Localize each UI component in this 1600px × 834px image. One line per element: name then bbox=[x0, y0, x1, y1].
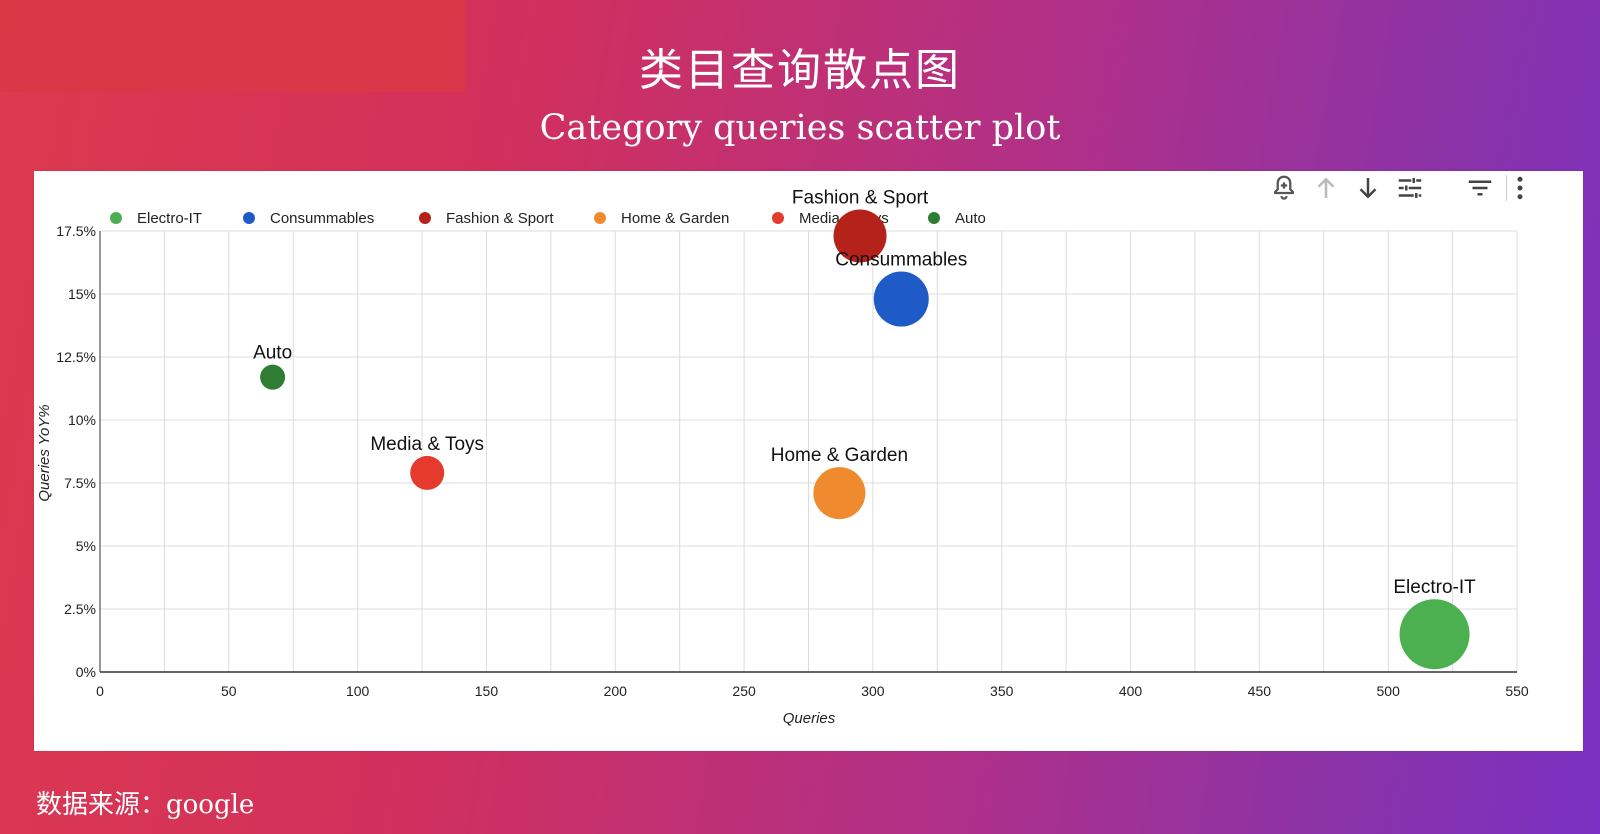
data-label: Media & Toys bbox=[370, 434, 484, 455]
y-tick-label: 17.5% bbox=[56, 223, 96, 239]
chart-panel: 0% 2.5% 5% 7.5% 10% 12.5% 15% 17.5% 0 50 100 150 200… bbox=[34, 171, 1583, 751]
data-point bbox=[1399, 599, 1470, 670]
data-point bbox=[873, 271, 929, 327]
data-point bbox=[833, 209, 887, 263]
y-tick-label: 15% bbox=[68, 286, 96, 302]
chart-toolbar bbox=[1253, 171, 1583, 207]
tune-icon[interactable] bbox=[1395, 173, 1425, 203]
legend-marker bbox=[772, 212, 784, 224]
x-tick-label: 0 bbox=[96, 683, 104, 699]
data-points: Electro-IT Consummables Fashion & Sport Hom… bbox=[253, 188, 1476, 670]
sort-up-icon[interactable] bbox=[1311, 173, 1341, 203]
legend-label: Electro-IT bbox=[137, 210, 202, 227]
legend-marker bbox=[928, 212, 940, 224]
y-tick-label: 7.5% bbox=[64, 475, 96, 491]
data-point bbox=[260, 364, 286, 390]
more-vert-icon[interactable] bbox=[1505, 173, 1535, 203]
x-tick-label: 350 bbox=[990, 683, 1014, 699]
page-title: 类目查询散点图 bbox=[639, 45, 961, 96]
y-tick-label: 2.5% bbox=[64, 601, 96, 617]
x-tick-label: 50 bbox=[221, 683, 237, 699]
legend-marker bbox=[243, 212, 255, 224]
legend-label: Home & Garden bbox=[621, 210, 729, 227]
grid-lines bbox=[99, 230, 1518, 673]
add-alert-icon[interactable] bbox=[1269, 173, 1299, 203]
toolbar-divider bbox=[1506, 175, 1507, 201]
y-tick-label: 5% bbox=[76, 538, 96, 554]
data-point bbox=[410, 455, 445, 490]
data-label: Fashion & Sport bbox=[792, 188, 929, 209]
data-label: Consummables bbox=[835, 250, 967, 271]
page-subtitle: Category queries scatter plot bbox=[539, 108, 1061, 148]
legend-label: Fashion & Sport bbox=[446, 210, 554, 227]
data-label: Home & Garden bbox=[771, 445, 908, 466]
y-tick-label: 12.5% bbox=[56, 349, 96, 365]
x-tick-label: 550 bbox=[1505, 683, 1529, 699]
y-axis-label: Queries YoY% bbox=[36, 404, 53, 501]
x-axis-label: Queries bbox=[783, 710, 836, 727]
background-patch bbox=[0, 0, 465, 92]
axes: 0% 2.5% 5% 7.5% 10% 12.5% 15% 17.5% 0 50 100 150 200… bbox=[56, 223, 1529, 699]
x-tick-label: 400 bbox=[1119, 683, 1143, 699]
data-label: Electro-IT bbox=[1393, 577, 1476, 598]
x-tick-label: 150 bbox=[475, 683, 499, 699]
x-tick-label: 300 bbox=[861, 683, 885, 699]
x-tick-label: 200 bbox=[604, 683, 628, 699]
scatter-chart: 0% 2.5% 5% 7.5% 10% 12.5% 15% 17.5% 0 50 100 150 200… bbox=[36, 188, 1529, 727]
y-tick-label: 10% bbox=[68, 412, 96, 428]
filter-icon[interactable] bbox=[1465, 173, 1495, 203]
y-tick-label: 0% bbox=[76, 664, 96, 680]
sort-down-icon[interactable] bbox=[1353, 173, 1383, 203]
legend-marker bbox=[419, 212, 431, 224]
x-tick-label: 450 bbox=[1248, 683, 1272, 699]
data-point bbox=[813, 467, 866, 520]
x-tick-label: 100 bbox=[346, 683, 370, 699]
legend-label: Auto bbox=[955, 210, 986, 227]
data-label: Auto bbox=[253, 343, 292, 364]
legend-label: Consummables bbox=[270, 210, 374, 227]
x-tick-label: 250 bbox=[732, 683, 756, 699]
legend-marker bbox=[110, 212, 122, 224]
x-tick-label: 500 bbox=[1377, 683, 1401, 699]
data-source-note: 数据来源：google bbox=[36, 790, 255, 820]
legend-marker bbox=[594, 212, 606, 224]
